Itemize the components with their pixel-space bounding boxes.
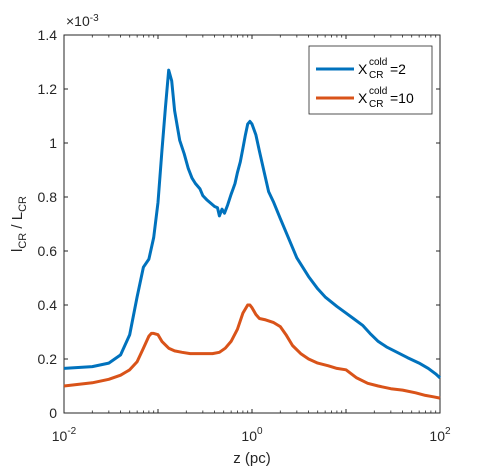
- x-tick-label: 100: [241, 426, 263, 444]
- y-tick-label: 1.2: [38, 81, 58, 97]
- x-tick-label: 10-2: [52, 426, 77, 444]
- series-layer: [63, 68, 442, 400]
- y-exponent-label: ×10-3: [66, 13, 99, 29]
- legend-box: [308, 45, 433, 115]
- y-tick-label: 0.2: [38, 351, 58, 367]
- series-line-1: [63, 68, 442, 379]
- tick-layer: 0 0.2 0.4 0.6 0.8 1 1.2 1.4 10-2 100 102: [38, 27, 451, 444]
- series-line-2: [63, 303, 441, 400]
- y-axis-label: lCR / LCR: [9, 196, 29, 252]
- y-tick-label: 0: [49, 405, 57, 421]
- x-tick-label: 102: [429, 426, 451, 444]
- y-tick-label: 1: [49, 135, 57, 151]
- y-tick-label: 0.6: [38, 243, 58, 259]
- y-tick-label: 0.4: [38, 297, 58, 313]
- x-axis-label: z (pc): [233, 450, 271, 467]
- y-tick-label: 1.4: [38, 27, 58, 43]
- y-tick-label: 0.8: [38, 189, 58, 205]
